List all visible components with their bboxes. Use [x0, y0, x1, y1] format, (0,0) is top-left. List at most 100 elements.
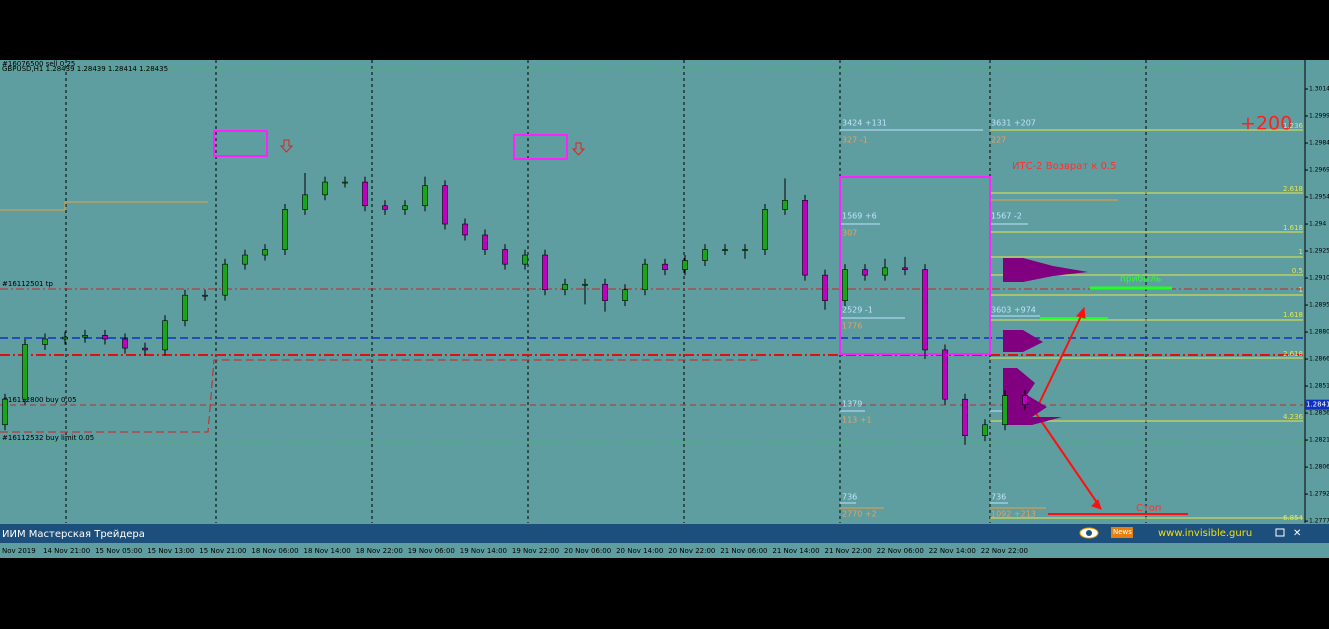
profile-label: 2770 +2 — [842, 510, 877, 519]
levels — [0, 68, 1303, 519]
fib-label: 1 — [1299, 248, 1303, 256]
candle-body — [142, 347, 148, 351]
candle-body — [562, 283, 568, 291]
last-price-label: 1.2841 — [1306, 401, 1329, 409]
candle-body — [342, 181, 348, 184]
candle-body — [682, 260, 688, 270]
profile-label: 1776 — [842, 322, 862, 331]
candle-body — [922, 269, 928, 351]
fib-label: 2.618 — [1283, 350, 1303, 358]
candle-body — [622, 289, 628, 301]
x-tick-label: 21 Nov 22:00 — [825, 547, 872, 555]
candle-body — [522, 254, 528, 265]
x-tick-label: 15 Nov 05:00 — [95, 547, 142, 555]
x-tick-label: 20 Nov 06:00 — [564, 547, 611, 555]
candle-body — [162, 320, 168, 351]
y-tick-label: 1.28808 — [1309, 329, 1329, 336]
x-tick-label: Nov 2019 — [2, 547, 36, 555]
profile-label: 2529 -1 — [842, 306, 873, 315]
buy-limit: #16112532 buy limit 0.05 — [2, 434, 94, 442]
site-link[interactable]: www.invisible.guru — [1158, 528, 1252, 539]
candle-body — [402, 205, 408, 210]
annotations: #16076500 sell 0.25 GBPUSD,H1 1.28439 1.… — [2, 60, 1304, 522]
x-tick-label: 22 Nov 06:00 — [877, 547, 924, 555]
x-tick-label: 14 Nov 21:00 — [43, 547, 90, 555]
fib-label: 1.618 — [1283, 224, 1303, 232]
status-bar-bg — [0, 524, 1305, 543]
status-title: ИИМ Мастерская Трейдера — [2, 529, 145, 540]
candle-body — [462, 223, 468, 236]
y-tick-label: 1.27772 — [1309, 518, 1329, 525]
candle-body — [242, 254, 248, 265]
x-tick-label: 20 Nov 22:00 — [668, 547, 715, 555]
y-tick-label: 1.28364 — [1309, 410, 1329, 417]
candle-body — [862, 269, 868, 276]
candle-body — [602, 283, 608, 301]
candle-body — [982, 424, 988, 436]
candle-body — [482, 234, 488, 250]
x-tick-label: 18 Nov 22:00 — [356, 547, 403, 555]
strategy: ИТС-2 Возврат к 0.5 — [1012, 161, 1117, 172]
profit-target: +200 — [1240, 113, 1292, 135]
profile-label: 1379 — [842, 400, 862, 409]
candle-body — [822, 274, 828, 301]
y-tick-label: 1.29844 — [1309, 140, 1329, 147]
y-tick-label: 1.29696 — [1309, 167, 1329, 174]
candle-body — [282, 209, 288, 250]
y-tick-label: 1.28512 — [1309, 383, 1329, 390]
candle-body — [1002, 395, 1008, 426]
x-tick-label: 21 Nov 06:00 — [720, 547, 767, 555]
x-tick-label: 19 Nov 14:00 — [460, 547, 507, 555]
candle-body — [662, 263, 668, 270]
symbol-line: GBPUSD,H1 1.28439 1.28439 1.28414 1.2843… — [2, 65, 168, 73]
x-tick-label: 22 Nov 14:00 — [929, 547, 976, 555]
x-tick-label: 19 Nov 06:00 — [408, 547, 455, 555]
candle-body — [1022, 395, 1028, 405]
fib-label: 2.618 — [1283, 185, 1303, 193]
profile-label: 227 — [991, 136, 1006, 145]
y-tick-label: 1.28068 — [1309, 464, 1329, 471]
candle-body — [442, 185, 448, 225]
candle-body — [422, 185, 428, 207]
candle-body — [362, 181, 368, 207]
restore-button[interactable] — [1275, 528, 1285, 537]
y-tick-label: 1.2792 — [1309, 491, 1329, 498]
candle-body — [382, 205, 388, 210]
y-tick-label: 1.29252 — [1309, 248, 1329, 255]
profile-label: 1092 +213 — [991, 510, 1036, 519]
candle-body — [582, 283, 588, 286]
status-bar-bg — [1305, 524, 1329, 543]
candle-body — [742, 249, 748, 251]
tp-order: #16112501 tp — [2, 280, 53, 288]
candle-body — [82, 335, 88, 338]
fib-label: 1.618 — [1283, 311, 1303, 319]
profit: прибыль — [1120, 275, 1161, 285]
fib-label: 0.5 — [1292, 267, 1303, 275]
x-tick-label: 22 Nov 22:00 — [981, 547, 1028, 555]
close-button[interactable]: ✕ — [1293, 528, 1301, 539]
candle-body — [2, 398, 8, 426]
profile-label: 3603 +974 — [991, 306, 1036, 315]
last-price-box — [1305, 399, 1329, 410]
candle-body — [502, 249, 508, 265]
y-tick-label: 1.28216 — [1309, 437, 1329, 444]
candle-body — [202, 294, 208, 297]
x-tick-label: 18 Nov 06:00 — [251, 547, 298, 555]
candle-body — [102, 335, 108, 340]
profile-label: 736 — [842, 493, 857, 502]
candle-body — [302, 194, 308, 210]
candle-body — [22, 344, 28, 400]
candle-body — [702, 249, 708, 261]
candle-body — [542, 254, 548, 291]
candle-body — [642, 263, 648, 291]
news-button[interactable] — [1111, 527, 1133, 538]
profile-label: 3424 +131 — [842, 119, 887, 128]
y-tick-label: 1.2866 — [1309, 356, 1329, 363]
chart-background — [0, 60, 1329, 558]
candle-body — [962, 398, 968, 436]
news-label[interactable]: News — [1113, 528, 1132, 536]
y-tick-label: 1.29992 — [1309, 113, 1329, 120]
profile-label: 1569 +6 — [842, 212, 877, 221]
candle-body — [942, 349, 948, 400]
